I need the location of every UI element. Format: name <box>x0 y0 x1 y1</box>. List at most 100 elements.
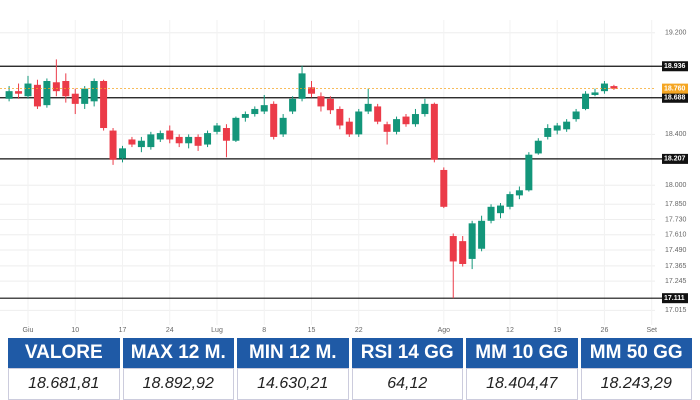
x-tick-label: 22 <box>355 327 363 334</box>
plot-bg <box>0 20 655 325</box>
x-tick-label: 10 <box>71 327 79 334</box>
candle-body <box>52 82 60 92</box>
value-cell: 18.681,81 <box>8 368 120 400</box>
candle-body <box>109 130 117 160</box>
stats-table: VALORE MAX 12 M. MIN 12 M. RSI 14 GG MM 10 G… <box>8 338 692 400</box>
candle-body <box>204 133 212 145</box>
x-tick-label: 12 <box>506 327 514 334</box>
candle-body <box>459 241 467 264</box>
candle-body <box>411 114 419 125</box>
x-tick-label: 17 <box>119 327 127 334</box>
candle-body <box>336 108 344 126</box>
x-tick-label: 15 <box>308 327 316 334</box>
candle-body <box>175 136 183 144</box>
candle-body <box>156 133 164 140</box>
header-cell: VALORE <box>8 338 120 368</box>
y-tick-label: 18.400 <box>665 131 687 138</box>
candle-body <box>308 87 315 94</box>
candle-body <box>572 111 580 120</box>
candle-body <box>600 83 608 92</box>
candle-body <box>449 236 457 262</box>
level-box <box>662 92 688 103</box>
candle-body <box>610 86 618 89</box>
x-tick-label: Giu <box>23 327 34 334</box>
candle-body <box>194 136 202 146</box>
candle-body <box>506 194 514 207</box>
candle-body <box>374 106 382 122</box>
header-cell: MM 10 GG <box>466 338 578 368</box>
y-tick-label: 17.245 <box>665 278 687 285</box>
candle-body <box>298 73 306 99</box>
candle-body <box>355 111 363 135</box>
candle-body <box>544 128 552 137</box>
candle-body <box>5 91 13 99</box>
candle-body <box>421 103 429 115</box>
candle-body <box>185 136 193 144</box>
y-tick-label: 17.015 <box>665 307 687 314</box>
candle-body <box>289 98 297 112</box>
level-label: 17.111 <box>664 295 685 302</box>
header-cell: MIN 12 M. <box>237 338 349 368</box>
candle-body <box>119 148 126 159</box>
chart: 19.200 18.400 18.000 17.850 17.730 17.610 17.4… <box>0 20 688 334</box>
candle-body <box>591 92 599 95</box>
candle-body <box>478 220 486 249</box>
y-tick-label: 17.850 <box>665 201 687 208</box>
candle-body <box>440 169 448 207</box>
candle-body <box>487 206 495 221</box>
candle-body <box>383 124 391 132</box>
y-tick-label: 19.200 <box>665 30 687 37</box>
y-tick-label: 17.365 <box>665 263 687 270</box>
x-tick-label: 26 <box>601 327 609 334</box>
y-tick-label: 17.730 <box>665 216 687 223</box>
candle-body <box>393 119 401 132</box>
level-box <box>662 153 688 164</box>
candle-body <box>326 98 334 111</box>
x-tick-label: Set <box>646 327 657 334</box>
candle-body <box>497 205 504 214</box>
value-cell: 18.404,47 <box>466 368 578 400</box>
value-cell: 18.243,29 <box>580 368 692 400</box>
candle-body <box>90 81 98 102</box>
candle-body <box>15 91 23 94</box>
y-tick-label: 18.000 <box>665 182 687 189</box>
candle-body <box>534 140 542 154</box>
candle-body <box>222 128 230 141</box>
candle-body <box>260 105 268 112</box>
candle-body <box>147 134 155 148</box>
candle-body <box>128 139 136 145</box>
candle-body <box>81 88 89 104</box>
candle-body <box>33 84 41 107</box>
candle-body <box>166 130 174 140</box>
header-cell: MAX 12 M. <box>122 338 234 368</box>
candle-body <box>364 103 372 112</box>
candle-body <box>270 103 278 137</box>
candle-body <box>468 223 476 259</box>
candle-body <box>137 140 145 148</box>
candle-body <box>553 125 561 131</box>
candle-body <box>317 96 325 107</box>
last-price-box <box>662 83 688 94</box>
candle-body <box>402 116 410 125</box>
x-tick-label: Ago <box>438 327 451 334</box>
level-label: 18.207 <box>664 156 686 163</box>
candle-body <box>515 190 523 196</box>
candle-body <box>582 93 590 109</box>
candle-body <box>241 114 249 118</box>
header-cell: MM 50 GG <box>580 338 692 368</box>
last-price-label: 18.760 <box>664 85 686 92</box>
candle-body <box>100 81 108 129</box>
x-tick-label: 19 <box>553 327 561 334</box>
candle-body <box>279 117 287 135</box>
candle-body <box>232 117 240 141</box>
value-cell: 18.892,92 <box>122 368 234 400</box>
x-tick-label: Lug <box>211 327 223 334</box>
value-cell: 14.630,21 <box>237 368 349 400</box>
level-label: 18.936 <box>664 63 686 70</box>
candle-body <box>525 154 533 191</box>
candle-body <box>213 125 221 132</box>
level-box <box>662 293 688 304</box>
value-cell: 64,12 <box>351 368 463 400</box>
x-tick-label: 8 <box>262 327 266 334</box>
